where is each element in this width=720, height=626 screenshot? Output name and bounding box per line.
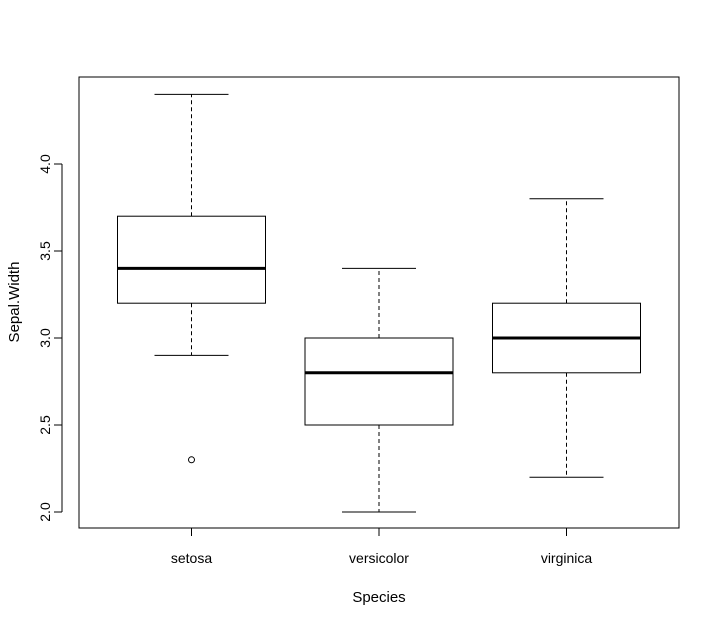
x-axis: setosa versicolor virginica [171,527,593,566]
x-axis-title: Species [352,589,405,606]
y-tick-label: 3.0 [37,328,53,348]
box-setosa [117,93,266,464]
y-axis-title: Sepal.Width [6,262,23,343]
y-tick-label: 2.0 [37,502,53,522]
x-tick-label-setosa: setosa [171,550,212,566]
x-tick-label-versicolor: versicolor [349,550,409,566]
y-tick-label: 4.0 [37,154,53,174]
y-axis: 2.0 2.5 3.0 3.5 4.0 [37,154,63,522]
box-virginica [492,198,641,478]
y-tick-label: 3.5 [37,241,53,261]
box-versicolor [304,267,454,513]
y-tick-label: 2.5 [37,415,53,435]
iqr-box [304,337,454,426]
boxes [117,93,641,513]
x-tick-label-virginica: virginica [541,550,593,566]
iqr-box [117,215,266,304]
outlier-point [188,456,195,464]
